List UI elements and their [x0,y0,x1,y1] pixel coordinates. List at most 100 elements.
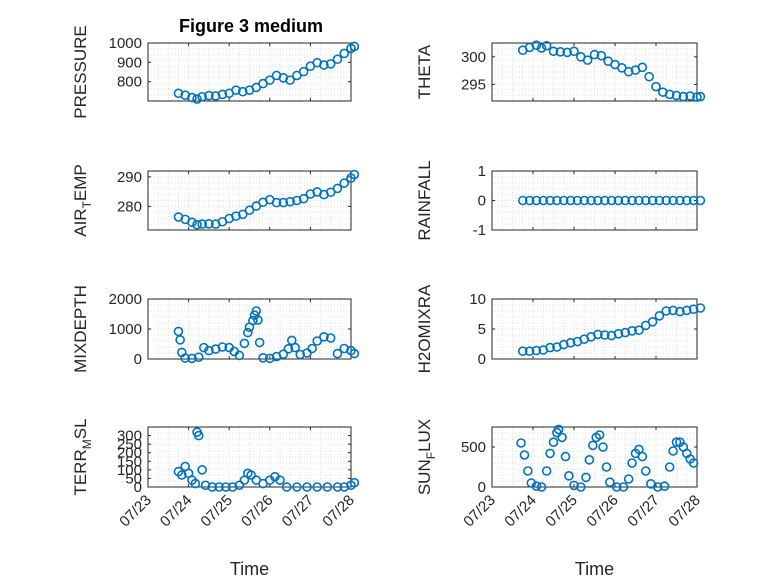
series-markers [173,306,360,364]
x-tick-label: 07/25 [542,492,581,531]
data-point [545,342,555,353]
data-point [569,46,579,57]
data-point [560,451,571,462]
data-point [659,481,670,492]
data-point [217,89,228,100]
data-point [668,305,678,316]
data-point [593,195,603,206]
x-tick-label: 07/28 [319,492,358,531]
data-point [221,482,231,492]
y-axis-label-main: H2OMIXRA [415,284,434,373]
data-point [652,482,663,492]
data-point [654,310,665,321]
data-point [594,430,605,440]
data-point [231,211,241,221]
data-point [541,40,552,51]
data-point [243,327,253,338]
data-point [210,91,221,101]
data-point [524,195,535,206]
y-tick-label: 10 [469,291,486,308]
data-point [627,325,637,336]
data-point [227,482,238,492]
data-point [332,54,343,65]
data-point [332,482,343,492]
data-point [627,195,637,206]
y-tick-label: 295 [461,76,486,93]
data-point [278,349,289,360]
data-point [339,482,350,492]
data-point [275,475,285,485]
y-axis-label: RAINFALL [415,160,434,240]
subplot-theta: 295 300 THETA [415,40,706,102]
data-point [565,195,576,206]
data-point [312,482,322,492]
data-point [239,338,250,349]
data-point [605,477,615,488]
y-tick-label: 0 [134,351,142,368]
series-markers [517,40,706,102]
subplot-air: 280 290 AIRTEMP [71,164,360,237]
data-point [251,306,262,316]
data-point [564,470,574,481]
data-point [234,480,245,491]
x-tick-label: 07/23 [460,492,499,531]
series-markers [517,303,706,357]
y-axis-label: PRESSURE [71,25,90,119]
data-point [651,81,661,92]
y-axis-label-main: TERR [71,449,90,495]
data-point [692,92,702,102]
data-point [258,352,268,363]
data-point [548,46,559,57]
data-point [581,472,591,483]
data-point [548,437,559,448]
data-point [187,217,197,228]
data-point [193,430,204,441]
data-point [187,92,197,103]
data-point [200,480,211,491]
data-point [623,66,634,77]
series-markers [173,169,360,230]
data-point [204,345,214,356]
data-point [234,350,245,361]
data-point [332,348,343,359]
y-tick-label: 0 [134,479,142,496]
data-point [177,470,187,480]
data-point [599,330,610,340]
data-point [290,342,300,353]
y-tick-label: 5 [478,321,486,338]
data-point [671,437,682,448]
data-point [349,41,360,52]
figure-title: Figure 3 medium [179,16,323,36]
data-point [558,195,569,206]
data-point [579,195,590,206]
data-point [611,482,622,492]
data-point [307,343,317,354]
data-point [536,43,547,53]
x-tick-label: 07/25 [197,492,236,531]
data-point [664,462,675,472]
y-tick-label: 500 [461,439,486,456]
data-point [587,440,598,451]
data-point [298,193,309,204]
data-point [552,195,562,206]
data-point [545,448,555,459]
data-point [197,219,207,229]
y-axis-label-suffix: SL [71,418,90,439]
data-point [562,47,572,58]
y-axis-label: THETA [415,44,434,99]
data-point [531,345,542,356]
data-point [264,353,275,364]
data-point [582,55,593,65]
series-markers [173,427,360,492]
data-point [545,195,555,206]
data-point [192,219,202,230]
subplot-h2omixra: 0 5 10 H2OMIXRA [415,284,706,373]
y-axis-label: MIXDEPTH [71,285,90,373]
x-tick-label: 07/24 [157,492,196,531]
data-point [231,85,241,95]
x-tick-label: 07/27 [624,492,663,531]
data-point [217,342,228,352]
data-point [285,196,295,207]
data-point [271,197,282,208]
